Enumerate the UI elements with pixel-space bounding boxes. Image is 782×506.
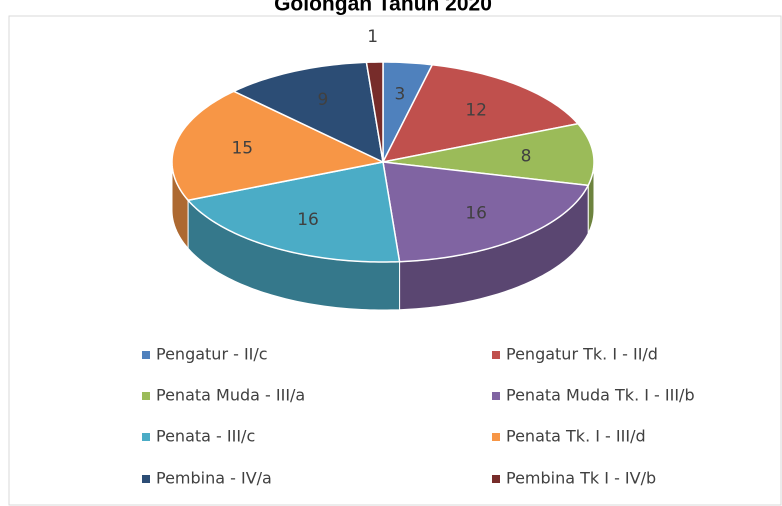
data-label: 1 [367, 27, 378, 47]
slice [186, 161, 401, 263]
data-label: 15 [231, 139, 253, 159]
data-label: 16 [297, 210, 319, 230]
legend-label: Pengatur - II/c [156, 345, 268, 364]
data-label: 3 [394, 84, 405, 104]
data-label: 9 [318, 90, 329, 110]
legend-label: Penata Tk. I - III/d [506, 427, 646, 446]
legend-swatch [492, 475, 500, 483]
legend-swatch [142, 433, 150, 441]
legend-label: Pengatur Tk. I - II/d [506, 345, 658, 364]
legend-label: Pembina - IV/a [156, 469, 272, 488]
legend-swatch [492, 392, 500, 400]
legend-swatch [492, 433, 500, 441]
legend-swatch [142, 351, 150, 359]
chart-title: Golongan Tahun 2020 [274, 0, 492, 16]
legend-swatch [492, 351, 500, 359]
slice [382, 161, 590, 263]
slice [381, 63, 580, 164]
slice [382, 122, 595, 187]
data-label: 16 [465, 204, 487, 224]
slice [232, 61, 384, 164]
legend-swatch [142, 392, 150, 400]
legend-label: Penata Muda Tk. I - III/b [506, 386, 695, 405]
legend-label: Penata - III/c [156, 427, 255, 446]
data-label: 8 [521, 147, 532, 167]
legend-label: Pembina Tk I - IV/b [506, 469, 656, 488]
legend-swatch [142, 475, 150, 483]
data-label: 12 [465, 100, 487, 120]
slice [365, 61, 384, 163]
slice [171, 90, 386, 202]
legend-label: Penata Muda - III/a [156, 386, 305, 405]
